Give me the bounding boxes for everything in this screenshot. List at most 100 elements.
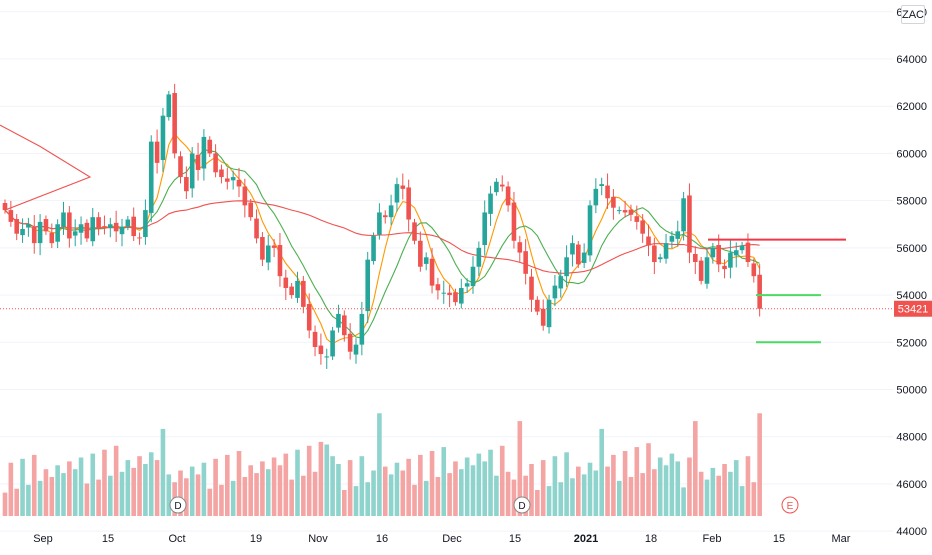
volume-bar xyxy=(72,469,78,516)
candle-body xyxy=(43,219,49,232)
volume-bar xyxy=(400,470,406,516)
volume-bar xyxy=(476,453,482,516)
candle-body xyxy=(511,202,517,241)
volume-bar xyxy=(464,457,470,516)
volume-bar xyxy=(494,475,499,516)
volume-bar xyxy=(745,456,751,516)
candle-body xyxy=(26,224,31,228)
y-tick-label: 64000 xyxy=(896,54,927,66)
volume-bar xyxy=(669,453,675,516)
candle-body xyxy=(459,287,464,304)
volume-bar xyxy=(728,471,733,516)
candle-body xyxy=(558,276,564,289)
volume-bar xyxy=(306,445,312,516)
candle-body xyxy=(143,210,148,237)
candle-body xyxy=(382,215,388,218)
candle-body xyxy=(90,217,96,242)
candle-body xyxy=(722,265,727,270)
y-tick-label: 52000 xyxy=(896,337,927,349)
symbol-badge[interactable]: ZAC xyxy=(901,5,925,24)
x-tick-label: 15 xyxy=(102,533,114,545)
candle-body xyxy=(119,226,125,235)
candle-body xyxy=(195,154,201,170)
volume-bar xyxy=(178,470,183,516)
volume-bar xyxy=(499,445,505,516)
candle-body xyxy=(733,250,739,256)
candle-body xyxy=(254,218,259,239)
candle-body xyxy=(377,212,382,235)
volume-bar xyxy=(382,466,388,516)
candle-body xyxy=(184,177,189,192)
volume-bar xyxy=(441,447,447,516)
candle-body xyxy=(359,313,365,345)
candle-body xyxy=(260,236,265,260)
candle-body xyxy=(529,276,534,300)
candle-body xyxy=(470,266,476,287)
volume-bar xyxy=(353,486,359,516)
candle-body xyxy=(418,240,423,267)
candle-body xyxy=(113,222,119,232)
volume-bar xyxy=(511,479,517,516)
volume-bar xyxy=(359,456,365,516)
volume-bar xyxy=(148,452,154,516)
candle-body xyxy=(576,244,581,265)
volume-bar xyxy=(160,428,166,516)
volume-bar xyxy=(108,475,113,516)
volume-bar xyxy=(652,469,657,516)
volume-bar xyxy=(710,467,716,516)
volume-bar xyxy=(277,465,283,516)
volume-bar xyxy=(102,449,107,516)
candle-body xyxy=(306,304,312,331)
candle-body xyxy=(20,228,25,236)
candle-body xyxy=(342,315,347,336)
volume-bar xyxy=(166,474,172,516)
y-tick-label: 44000 xyxy=(896,526,927,538)
candle-body xyxy=(312,331,318,347)
event-marker-label: D xyxy=(174,501,181,512)
candle-body xyxy=(102,226,107,228)
volume-bar xyxy=(581,474,587,516)
candle-body xyxy=(499,184,505,187)
candle-body xyxy=(277,245,283,277)
candle-body xyxy=(640,220,645,234)
candle-body xyxy=(412,222,417,241)
volume-bar xyxy=(78,457,84,516)
volume-bar xyxy=(365,482,370,516)
candle-body xyxy=(693,253,698,263)
candle-body xyxy=(646,236,651,246)
candle-body xyxy=(605,185,610,199)
candle-body xyxy=(178,156,183,178)
volume-bar xyxy=(529,464,534,516)
volume-bar xyxy=(523,475,528,516)
volume-bar xyxy=(757,413,762,516)
volume-bar xyxy=(482,461,487,516)
candle-body xyxy=(230,177,236,181)
x-tick-label: 15 xyxy=(509,533,521,545)
candle-body xyxy=(517,242,523,253)
volume-bar xyxy=(423,480,429,516)
candle-body xyxy=(148,141,154,213)
volume-bar xyxy=(219,484,224,516)
volume-bar xyxy=(412,484,417,516)
y-tick-label: 48000 xyxy=(896,432,927,444)
volume-bar xyxy=(371,470,376,516)
volume-bar xyxy=(90,453,96,516)
volume-bar xyxy=(488,449,493,516)
candle-body xyxy=(710,247,716,258)
volume-bar xyxy=(26,484,31,516)
candle-body xyxy=(84,222,90,239)
volume-bar xyxy=(599,428,604,516)
volume-bar xyxy=(616,480,622,516)
volume-bar xyxy=(687,457,692,516)
volume-bar xyxy=(242,477,248,516)
candle-body xyxy=(616,210,622,212)
candle-body xyxy=(172,93,177,154)
candle-body xyxy=(371,236,376,262)
volume-bar xyxy=(283,453,289,516)
candle-body xyxy=(505,186,511,206)
candle-body xyxy=(523,251,528,274)
candle-body xyxy=(160,115,166,161)
candle-body xyxy=(265,245,271,263)
